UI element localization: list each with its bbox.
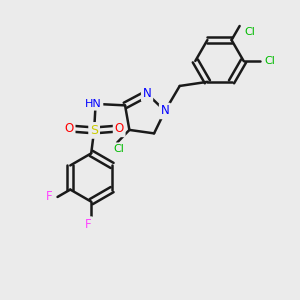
Text: Cl: Cl — [113, 144, 124, 154]
Text: N: N — [160, 104, 169, 118]
Text: F: F — [85, 218, 92, 231]
Text: O: O — [115, 122, 124, 135]
Text: F: F — [46, 190, 52, 203]
Text: S: S — [90, 124, 98, 137]
Text: Cl: Cl — [244, 27, 255, 37]
Text: HN: HN — [85, 99, 102, 109]
Text: O: O — [64, 122, 74, 135]
Text: Cl: Cl — [265, 56, 275, 66]
Text: N: N — [143, 87, 152, 100]
